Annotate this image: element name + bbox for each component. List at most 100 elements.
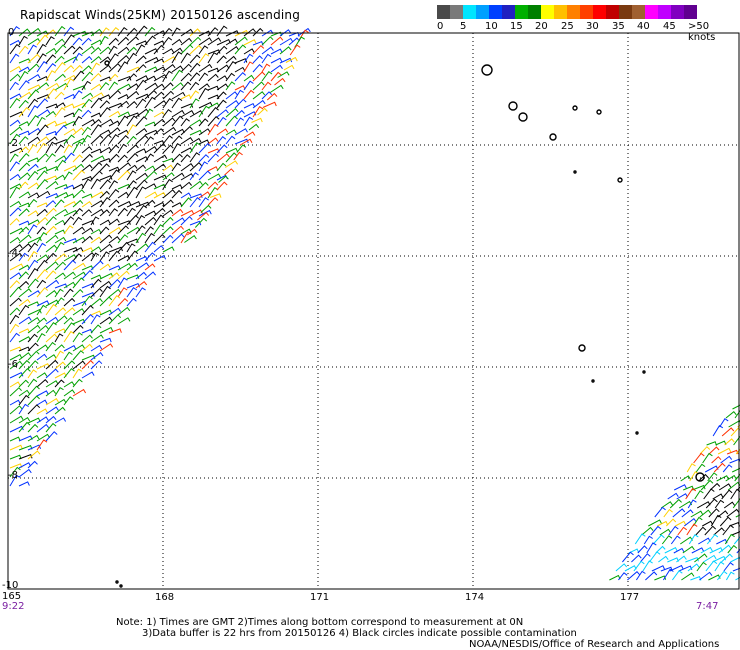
wind-barb [135, 127, 148, 136]
wind-barb [72, 253, 83, 262]
wind-barb [279, 57, 293, 64]
wind-barb [189, 81, 200, 91]
wind-barb [36, 300, 50, 307]
wind-barb [27, 219, 41, 226]
wind-barb [243, 74, 255, 82]
wind-barb [261, 53, 272, 64]
wind-barb [18, 191, 31, 199]
wind-barb [18, 352, 32, 361]
wind-barb [108, 288, 122, 298]
wind-barb [207, 181, 219, 190]
wind-barb [171, 202, 183, 208]
wind-barb [725, 474, 737, 482]
wind-barb [117, 46, 130, 55]
wind-barb [18, 462, 32, 469]
scale-label: 5 [460, 21, 467, 32]
wind-barb [72, 85, 86, 91]
wind-barb [27, 251, 38, 262]
wind-barb [72, 169, 86, 181]
wind-barb [664, 547, 678, 554]
wind-barb [648, 519, 662, 527]
wind-barb [54, 91, 65, 100]
wind-barb [27, 268, 39, 280]
wind-barb [171, 189, 183, 199]
wind-barb [63, 288, 74, 298]
wind-barb [180, 72, 192, 82]
wind-barb [36, 232, 48, 244]
wind-barb [27, 417, 41, 424]
wind-barb [72, 288, 84, 298]
wind-barb [45, 110, 56, 118]
wind-barb [261, 81, 272, 91]
wind-barb [696, 501, 711, 509]
wind-barb [189, 172, 199, 181]
scale-swatch [606, 5, 619, 19]
wind-barb [198, 209, 212, 217]
wind-barb [18, 121, 30, 127]
wind-barb [713, 527, 725, 536]
wind-barb [216, 116, 227, 127]
wind-barb [81, 146, 93, 154]
wind-barb [27, 404, 41, 415]
wind-barb [18, 91, 32, 100]
wind-barb [81, 80, 92, 91]
wind-barb [99, 197, 111, 208]
wind-barb [18, 421, 31, 433]
wind-barb [207, 37, 222, 46]
wind-barb [725, 571, 735, 581]
wind-barb [45, 207, 57, 217]
wind-barb [225, 100, 239, 109]
wind-barb [72, 226, 85, 235]
wind-barb [216, 75, 228, 82]
wind-barb [162, 70, 173, 82]
wind-barb [692, 516, 703, 527]
wind-barb [18, 45, 29, 55]
wind-barb [189, 36, 202, 46]
wind-barb [27, 89, 40, 100]
wind-barb [153, 100, 167, 109]
wind-barb [669, 564, 684, 572]
wind-barb [54, 315, 68, 325]
wind-barb [153, 91, 165, 100]
wind-barb [99, 280, 112, 289]
wind-barb [18, 172, 31, 181]
wind-barb [252, 41, 264, 46]
wind-barb [54, 159, 67, 172]
scale-swatch [502, 5, 515, 19]
wind-barb [171, 153, 183, 163]
wind-barb [54, 82, 69, 91]
wind-barb [717, 447, 732, 455]
wind-barb [27, 450, 41, 460]
wind-barb [686, 463, 696, 473]
wind-barb [144, 232, 155, 244]
wind-barb [18, 181, 29, 190]
wind-barb [90, 112, 102, 118]
wind-barb [216, 144, 228, 154]
wind-barb [283, 64, 295, 71]
wind-barb [696, 561, 707, 572]
wind-barb [117, 170, 131, 181]
wind-barb [723, 501, 736, 509]
wind-barb [207, 123, 219, 136]
wind-barb [63, 120, 77, 127]
wind-barb [72, 90, 83, 100]
wind-barb [216, 39, 231, 46]
wind-barb [36, 439, 48, 451]
wind-barb [90, 252, 100, 262]
scale-swatch [541, 5, 554, 19]
wind-barb [81, 193, 93, 199]
island-outlines [104, 60, 705, 588]
wind-barb [72, 350, 85, 361]
wind-barb [153, 143, 167, 154]
wind-barb [45, 54, 57, 64]
wind-barb [81, 209, 92, 217]
wind-barb [180, 28, 194, 37]
wind-barb [135, 172, 148, 181]
scale-label: >50 knots [688, 21, 716, 43]
wind-barb [144, 82, 158, 91]
wind-barb [180, 181, 192, 190]
wind-barb [270, 64, 283, 73]
wind-barb [153, 163, 167, 172]
wind-barb [36, 43, 47, 55]
wind-barb [63, 201, 77, 208]
